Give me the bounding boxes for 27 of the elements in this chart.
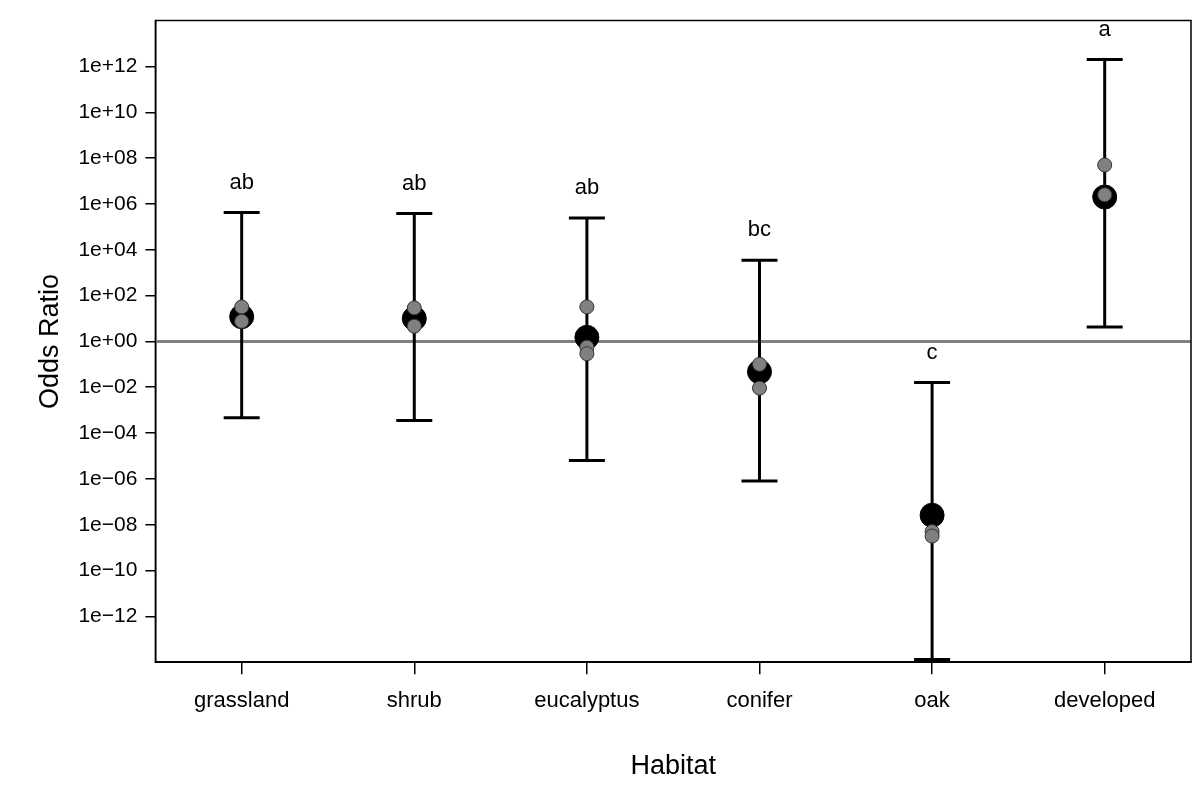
- x-tick-label: conifer: [726, 687, 793, 713]
- annotation: bc: [747, 216, 772, 242]
- x-tick-label: eucalyptus: [534, 687, 640, 713]
- y-tick-label: 1e−02: [78, 374, 138, 398]
- annotation: a: [1098, 15, 1112, 41]
- y-tick-label: 1e−10: [78, 557, 138, 581]
- x-axis-title: Habitat: [630, 750, 717, 781]
- y-tick-label: 1e−12: [78, 603, 138, 627]
- annotation: ab: [402, 169, 427, 195]
- y-tick-label: 1e−04: [78, 419, 138, 443]
- x-tick-label: oak: [914, 687, 951, 713]
- y-tick-label: 1e+04: [78, 236, 138, 260]
- y-tick-label: 1e−08: [78, 511, 138, 535]
- annotation: ab: [574, 174, 600, 200]
- annotation: c: [926, 338, 938, 364]
- x-tick-label: shrub: [386, 687, 442, 713]
- y-tick-label: 1e+12: [78, 53, 138, 77]
- annotation: ab: [229, 168, 254, 194]
- y-tick-label: 1e+02: [78, 282, 138, 306]
- y-axis-title: Odds Ratio: [33, 273, 64, 409]
- y-tick-label: 1e+08: [78, 144, 138, 168]
- y-tick-label: 1e−06: [78, 465, 138, 489]
- y-tick-label: 1e+06: [78, 190, 138, 214]
- x-tick-label: grassland: [193, 687, 290, 713]
- y-tick-label: 1e+00: [78, 328, 138, 352]
- y-tick-label: 1e+10: [78, 99, 138, 123]
- x-tick-label: developed: [1053, 687, 1156, 713]
